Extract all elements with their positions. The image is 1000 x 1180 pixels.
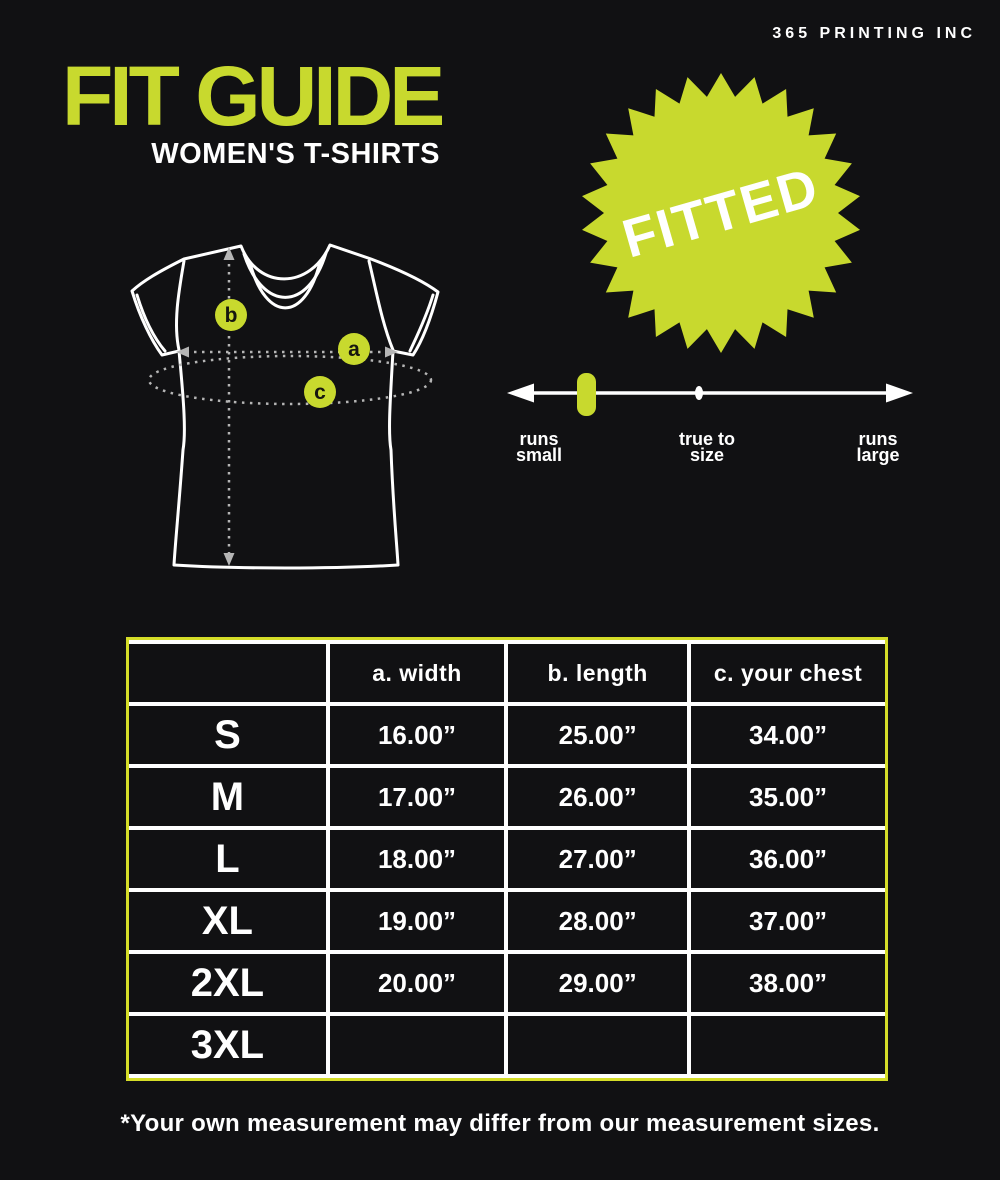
size-label: 2XL [129,950,330,1016]
width-value [325,1012,509,1078]
header-width: a. width [325,640,509,706]
length-value [504,1012,692,1078]
length-value: 25.00” [504,702,692,768]
size-label: XL [129,888,330,954]
header-chest: c. your chest [687,640,885,706]
scale-label-runs-large: runs large [856,429,900,465]
table-row-2xl: 2XL 20.00” 29.00” 38.00” [129,950,885,1016]
scale-arrow [507,383,913,403]
chest-value: 38.00” [687,950,885,1016]
scale-indicator-marker [577,373,596,416]
chest-value: 34.00” [687,702,885,768]
marker-letter-a: a [348,338,360,361]
header-empty [129,640,330,706]
fitted-badge: FITTED [580,72,862,354]
header-length: b. length [504,640,692,706]
width-value: 18.00” [325,826,509,892]
marker-letter-b: b [225,304,238,327]
chest-value: 35.00” [687,764,885,830]
width-value: 16.00” [325,702,509,768]
table-row-l: L 18.00” 27.00” 36.00” [129,826,885,892]
size-label: M [129,764,330,830]
length-value: 27.00” [504,826,692,892]
size-label: 3XL [129,1012,330,1078]
table-row-xl: XL 19.00” 28.00” 37.00” [129,888,885,954]
chest-value [687,1012,885,1078]
chest-measure-ellipse [147,354,433,406]
title-block: FIT GUIDE WOMEN'S T-SHIRTS [62,49,445,171]
table-row-3xl: 3XL [129,1012,885,1078]
length-value: 28.00” [504,888,692,954]
scale-label-true-to-size: true to size [679,429,735,465]
scale-center-dot [695,386,703,400]
width-value: 19.00” [325,888,509,954]
starburst-icon [582,73,860,353]
fit-scale [507,373,913,416]
marker-letter-c: c [314,381,326,404]
measure-marker-b: b [215,299,247,331]
width-value: 17.00” [325,764,509,830]
size-label: S [129,702,330,768]
length-value: 29.00” [504,950,692,1016]
scale-label-runs-small: runs small [515,429,563,465]
tshirt-outline [130,243,440,570]
chest-value: 37.00” [687,888,885,954]
chest-value: 36.00” [687,826,885,892]
tshirt-diagram: b a c [130,243,440,570]
page-subtitle: WOMEN'S T-SHIRTS [151,138,440,170]
table-row-s: S 16.00” 25.00” 34.00” [129,702,885,768]
footnote: *Your own measurement may differ from ou… [120,1110,880,1137]
length-value: 26.00” [504,764,692,830]
size-table: a. width b. length c. your chest S 16.00… [129,640,885,1078]
length-measure-line [223,247,235,566]
measure-marker-a: a [338,333,370,365]
table-row-m: M 17.00” 26.00” 35.00” [129,764,885,830]
page-title: FIT GUIDE [62,49,445,143]
brand-text: 365 PRINTING INC [772,25,976,42]
size-label: L [129,826,330,892]
table-header-row: a. width b. length c. your chest [129,640,885,706]
size-table-frame: a. width b. length c. your chest S 16.00… [126,637,888,1081]
measure-marker-c: c [304,376,336,408]
width-value: 20.00” [325,950,509,1016]
